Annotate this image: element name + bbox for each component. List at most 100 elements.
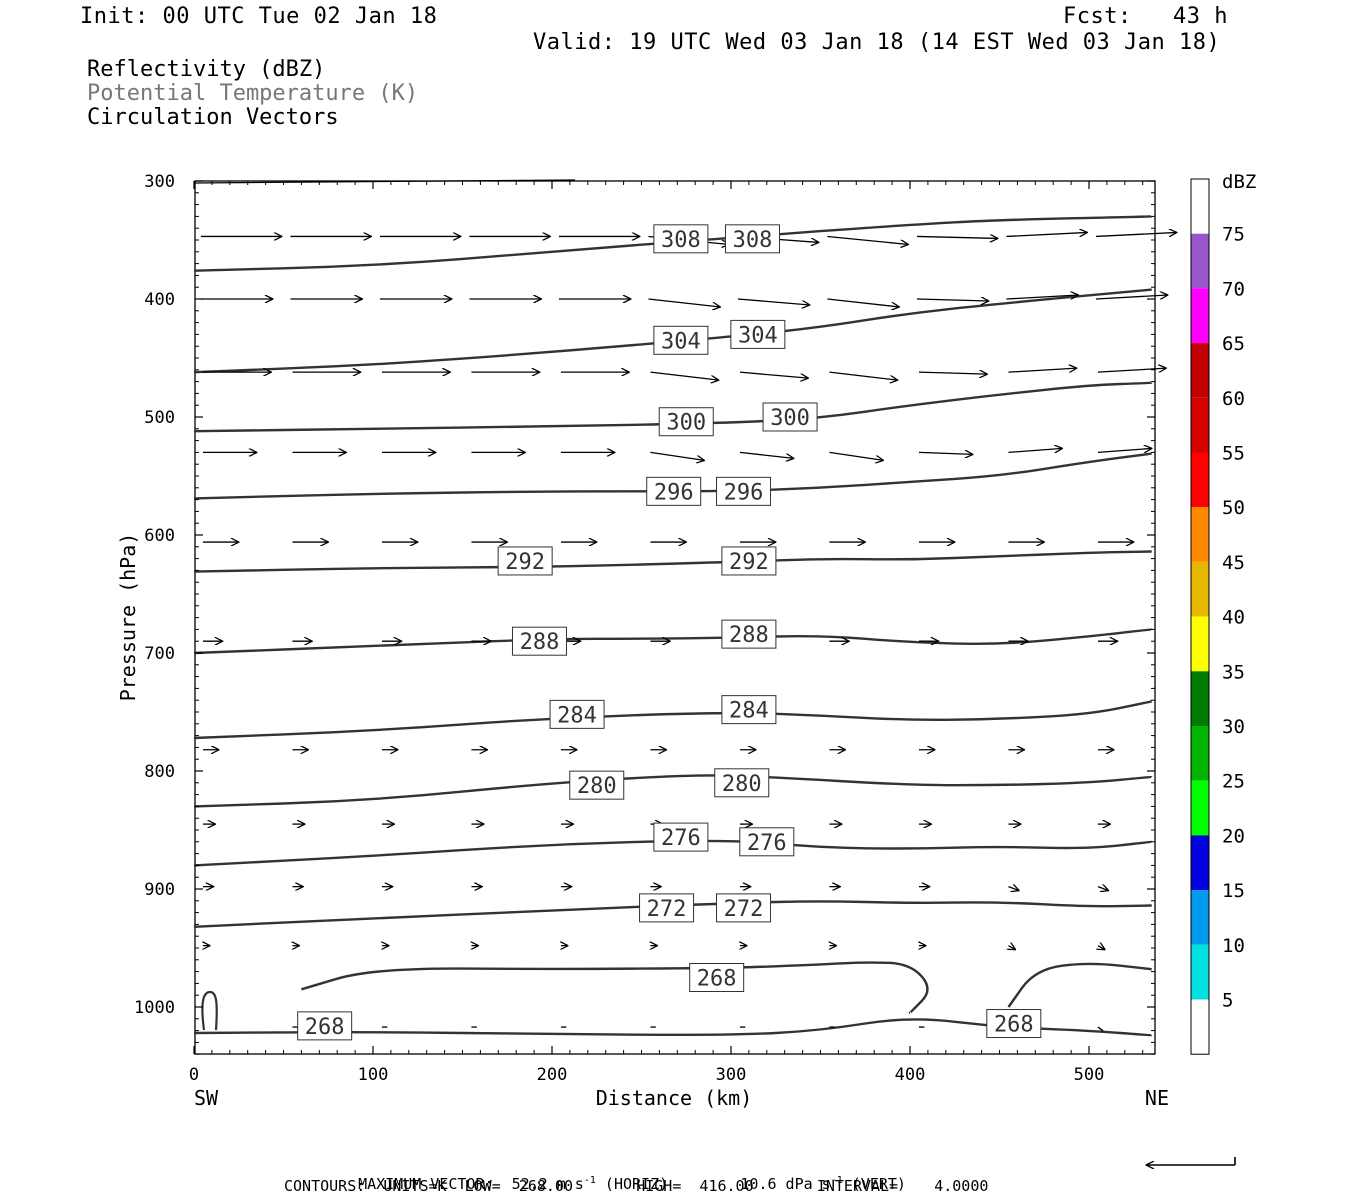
vector-arrow	[739, 371, 808, 378]
colorbar-segment	[1191, 616, 1209, 672]
field-theta: Potential Temperature (K)	[87, 81, 419, 106]
vector-arrow	[1006, 295, 1078, 300]
contour-280	[193, 774, 1153, 808]
y-tick-label: 300	[144, 172, 175, 192]
vector-arrow	[1095, 232, 1177, 238]
vector-arrow	[648, 298, 720, 307]
colorbar-label: 65	[1222, 333, 1245, 355]
circulation-vectors	[194, 179, 1177, 1032]
contour-label-box	[714, 768, 770, 798]
reference-vector-arrow	[1146, 1157, 1236, 1165]
x-tick-label: 500	[1074, 1065, 1105, 1085]
colorbar-segment	[1191, 835, 1209, 891]
contour-label-box	[653, 224, 709, 254]
field-vectors: Circulation Vectors	[87, 105, 339, 130]
vector-arrow	[827, 298, 899, 307]
x-tick-label: 300	[716, 1065, 747, 1085]
forecast-hour: Fcst: 43 h	[1063, 4, 1228, 29]
plot-border	[194, 180, 1156, 1055]
max-vector-horiz-unit: (HORIZ)	[595, 1175, 669, 1193]
max-vector-vert-exponent: -1	[830, 1175, 843, 1186]
vector-arrow	[1008, 448, 1062, 454]
y-tick-label: 800	[144, 762, 175, 782]
x-tick-label: 0	[189, 1065, 199, 1085]
contour-label: 300	[666, 411, 706, 436]
valid-time: Valid: 19 UTC Wed 03 Jan 18 (14 EST Wed …	[533, 30, 1221, 55]
contour-label: 288	[729, 623, 769, 648]
vector-top-partial	[194, 179, 576, 184]
x-tick-label: 200	[537, 1065, 568, 1085]
colorbar-label: 75	[1222, 224, 1245, 246]
contour-label-box	[646, 476, 702, 506]
max-vector-vert-unit: (VERT)	[842, 1175, 906, 1193]
vector-arrow	[916, 236, 998, 238]
colorbar-segment	[1191, 780, 1209, 836]
y-tick-label: 400	[144, 290, 175, 310]
axes: 300 400 500 600 700 800 900 1000 0 100 200 300 400 50…	[116, 172, 1169, 1110]
contour-label: 300	[770, 406, 810, 431]
contour-label: 272	[724, 897, 764, 922]
y-axis-title: Pressure (hPa)	[116, 533, 140, 702]
contour-label-box	[689, 963, 745, 992]
contour-268	[1007, 962, 1152, 1008]
contour-284	[193, 700, 1152, 740]
contour-label: 296	[654, 480, 694, 505]
field-reflectivity: Reflectivity (dBZ)	[87, 57, 326, 82]
contour-label: 268	[697, 967, 737, 992]
x-end-label-ne: NE	[1145, 1086, 1169, 1110]
x-end-label-sw: SW	[194, 1086, 219, 1110]
contour-label-box	[716, 476, 772, 506]
colorbar-label: 40	[1222, 607, 1245, 629]
colorbar-segment	[1191, 671, 1209, 726]
contour-label: 288	[520, 630, 560, 655]
max-vector-horiz: MAXIMUM VECTOR: 52.2 m s	[358, 1175, 584, 1193]
contour-label: 284	[557, 703, 597, 728]
contour-label-box	[653, 822, 709, 852]
contour-label-box	[721, 546, 777, 576]
contour-label-box	[721, 695, 777, 725]
y-tick-label: 700	[144, 644, 175, 664]
vector-arrow	[1097, 448, 1152, 454]
contour-label-box	[724, 224, 780, 254]
colorbar-segment	[1191, 233, 1209, 289]
colorbar-segment	[1191, 726, 1209, 781]
contour-label-box	[658, 407, 714, 437]
colorbar-label: 25	[1222, 771, 1245, 793]
colorbar-segment	[1191, 397, 1209, 453]
contour-268	[193, 1018, 1153, 1037]
contour-label-box	[497, 546, 553, 576]
vector-arrow	[739, 451, 794, 458]
contour-label: 276	[747, 831, 787, 856]
contour-label-box	[569, 770, 625, 800]
contour-label: 292	[505, 550, 545, 575]
vector-arrow	[1008, 368, 1076, 373]
colorbar-title: dBZ	[1222, 171, 1256, 193]
contour-label: 268	[994, 1013, 1034, 1038]
init-time: Init: 00 UTC Tue 02 Jan 18	[80, 4, 438, 29]
colorbar-label: 5	[1222, 990, 1233, 1012]
vector-arrow	[1097, 1026, 1104, 1032]
colorbar: dBZ 75 70 65 60 55 50 45 40 35 30 25 20 15 10 5	[1190, 171, 1256, 1055]
y-tick-label: 900	[144, 880, 175, 900]
vector-arrow	[650, 451, 704, 460]
colorbar-segment	[1191, 890, 1209, 945]
colorbar-label: 50	[1222, 497, 1245, 519]
x-tick-label: 100	[358, 1065, 389, 1085]
colorbar-label: 60	[1222, 388, 1245, 410]
plot-frame	[194, 180, 1156, 1055]
vector-arrow	[918, 372, 987, 374]
vector-arrow	[1006, 232, 1087, 238]
contour-label: 272	[647, 897, 687, 922]
contour-labels: 308 308 304 304 300 300 296 296 292 292 288 288 284 2…	[297, 224, 1042, 1041]
contour-292	[193, 550, 1152, 573]
contour-label-box	[511, 626, 567, 656]
colorbar-label: 30	[1222, 716, 1245, 738]
colorbar-segment	[1191, 452, 1209, 508]
colorbar-segment	[1191, 343, 1209, 398]
contour-label: 284	[729, 699, 769, 724]
colorbar-segment	[1191, 507, 1209, 562]
contour-label: 308	[661, 228, 701, 253]
contour-label: 292	[729, 550, 769, 575]
vector-arrow	[1098, 946, 1105, 950]
